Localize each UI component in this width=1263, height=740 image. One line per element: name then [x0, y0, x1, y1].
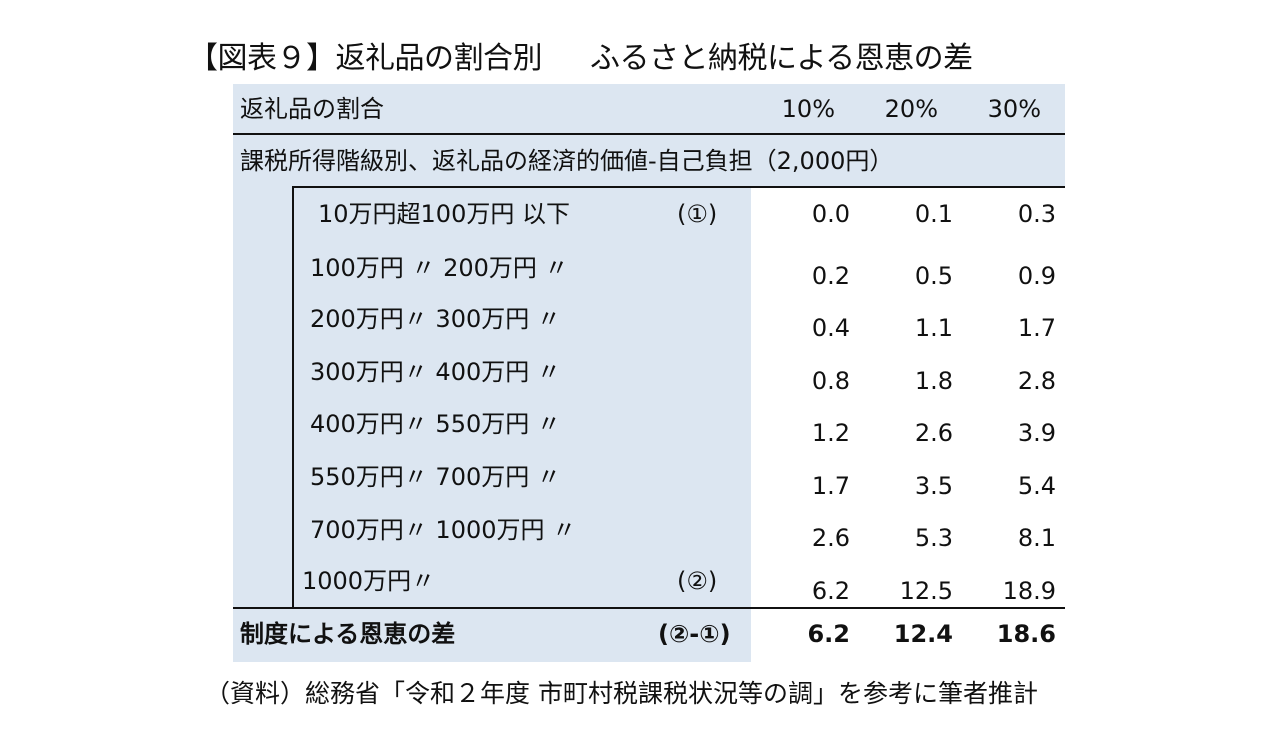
row-marker: (②): [677, 567, 718, 595]
row-value-30: 1.7: [1017, 314, 1056, 342]
row-value-30: 8.1: [1017, 524, 1056, 552]
header-rule: [233, 133, 1065, 135]
row-label: 10万円超100万円 以下: [318, 200, 570, 228]
row-label: 400万円〃 550万円 〃: [310, 410, 561, 438]
row-value-10: 0.0: [811, 200, 850, 228]
row-label: 550万円〃 700万円 〃: [310, 463, 561, 491]
source-note: （資料）総務省「令和２年度 市町村税課税状況等の調」を参考に筆者推計: [205, 679, 1038, 708]
row-value-20: 12.5: [899, 577, 953, 605]
header-label: 返礼品の割合: [240, 95, 384, 123]
header-col-10: 10%: [781, 95, 835, 123]
total-marker: (②-①): [658, 620, 731, 648]
row-label: 1000万円〃: [302, 567, 436, 595]
row-value-30: 3.9: [1017, 419, 1056, 447]
row-value-20: 1.1: [914, 314, 953, 342]
row-value-20: 1.8: [914, 367, 953, 395]
total-value-30: 18.6: [996, 620, 1056, 648]
indent-rule: [292, 186, 294, 607]
row-value-10: 0.8: [811, 367, 850, 395]
row-value-10: 1.2: [811, 419, 850, 447]
header-col-30: 30%: [987, 95, 1041, 123]
subheader-rule: [293, 186, 1065, 188]
row-label: 200万円〃 300万円 〃: [310, 305, 561, 333]
row-value-10: 6.2: [811, 577, 850, 605]
row-value-30: 18.9: [1002, 577, 1056, 605]
total-rule: [233, 607, 1065, 609]
header-col-20: 20%: [884, 95, 938, 123]
row-value-30: 5.4: [1017, 472, 1056, 500]
row-value-10: 0.2: [811, 262, 850, 290]
figure-title-sub: ふるさと納税による恩恵の差: [590, 41, 973, 76]
row-value-20: 2.6: [914, 419, 953, 447]
row-value-20: 0.1: [914, 200, 953, 228]
subheader: 課税所得階級別、返礼品の経済的価値-自己負担（2,000円）: [240, 147, 894, 175]
figure-title: 【図表９】返礼品の割合別 ふるさと納税による恩恵の差: [188, 33, 973, 77]
row-value-20: 3.5: [914, 472, 953, 500]
row-value-30: 0.3: [1017, 200, 1056, 228]
row-label: 100万円 〃 200万円 〃: [310, 254, 569, 282]
row-value-20: 5.3: [914, 524, 953, 552]
label-column-shade: [233, 187, 751, 662]
row-value-10: 1.7: [811, 472, 850, 500]
row-label: 300万円〃 400万円 〃: [310, 358, 561, 386]
row-marker: (①): [677, 200, 718, 228]
row-value-20: 0.5: [914, 262, 953, 290]
total-value-10: 6.2: [807, 620, 850, 648]
row-value-10: 0.4: [811, 314, 850, 342]
header-shade: [233, 84, 1065, 187]
row-value-10: 2.6: [811, 524, 850, 552]
total-value-20: 12.4: [893, 620, 953, 648]
row-label: 700万円〃 1000万円 〃: [310, 516, 577, 544]
row-value-30: 0.9: [1017, 262, 1056, 290]
figure-title-main: 【図表９】返礼品の割合別: [188, 41, 543, 76]
row-value-30: 2.8: [1017, 367, 1056, 395]
total-label: 制度による恩恵の差: [240, 620, 456, 648]
